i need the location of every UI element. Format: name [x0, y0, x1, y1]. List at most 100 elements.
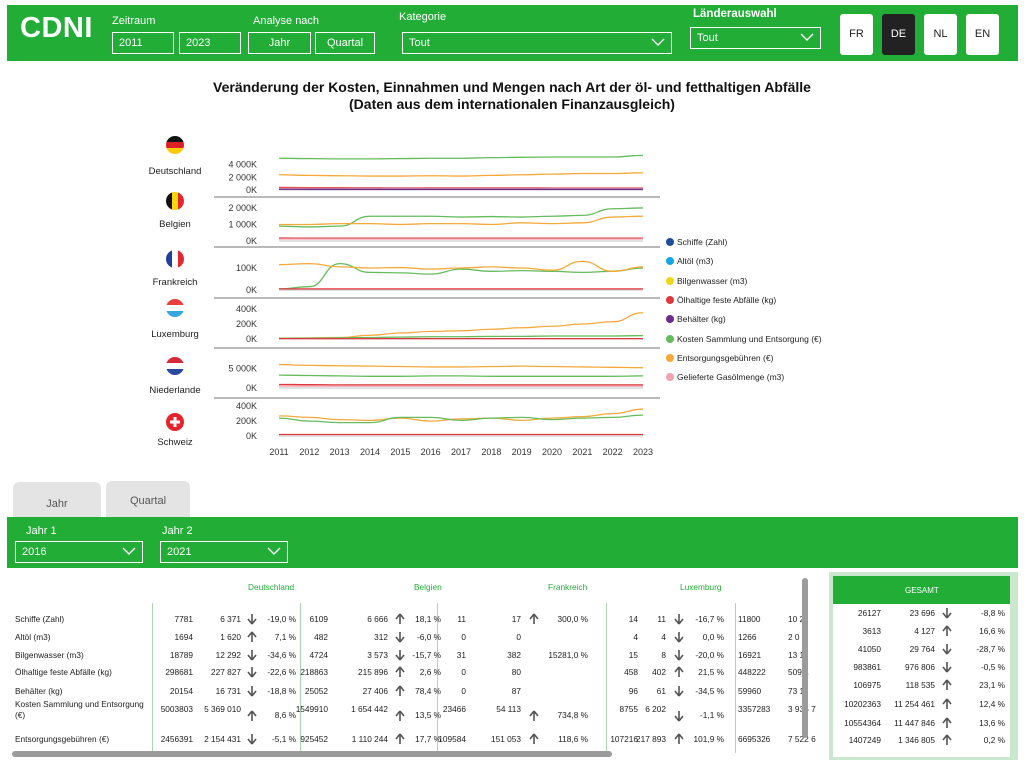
column-divider	[300, 603, 301, 753]
analyse-quartal-button[interactable]: Quartal	[315, 32, 375, 54]
gesamt-year1: 10202363	[844, 699, 881, 709]
arrow-down-icon	[247, 667, 257, 678]
legend-item[interactable]: Behälter (kg)	[666, 314, 726, 324]
legend-item[interactable]: Altöl (m3)	[666, 256, 713, 266]
value-year1: 11800	[738, 614, 761, 624]
jahr1-label: Jahr 1	[26, 525, 57, 537]
legend-dot-icon	[666, 315, 674, 324]
value-year2: 87	[511, 686, 521, 696]
value-year2: 10 2	[788, 614, 805, 624]
y-tick-label: 200K	[236, 416, 257, 426]
value-year1: 25052	[304, 686, 328, 696]
table-vertical-scrollbar[interactable]	[802, 578, 808, 738]
country-column-header: Frankreich	[548, 582, 588, 592]
y-tick-label: 400K	[236, 401, 257, 411]
y-tick-label: 0K	[246, 236, 257, 246]
value-year2: 27 406	[362, 686, 388, 696]
kategorie-dropdown[interactable]: Tout	[402, 32, 672, 54]
y-tick-label: 0K	[246, 431, 257, 441]
gesamt-percent-change: 12,4 %	[979, 699, 1005, 709]
value-year2: 1 620	[220, 632, 241, 642]
x-tick-label: 2020	[542, 447, 562, 457]
percent-change: -34,5 %	[695, 686, 724, 696]
laender-dropdown[interactable]: Tout	[690, 27, 821, 49]
percent-change: 17,7 %	[415, 734, 441, 744]
percent-change: -1,1 %	[700, 710, 724, 720]
chevron-down-icon	[122, 547, 136, 555]
value-year1: 4	[633, 632, 638, 642]
value-year1: 11	[457, 614, 466, 624]
year-from-input[interactable]: 2011	[112, 32, 174, 54]
language-nl-button[interactable]: NL	[924, 14, 957, 55]
legend-item[interactable]: Bilgenwasser (m3)	[666, 276, 747, 286]
column-divider	[437, 603, 438, 753]
x-tick-label: 2017	[451, 447, 471, 457]
value-year1: 2456391	[160, 734, 193, 744]
value-year2: 4	[661, 632, 666, 642]
series-line	[278, 215, 644, 226]
value-year2: 17	[511, 614, 521, 624]
row-label: Schiffe (Zahl)	[15, 614, 65, 624]
percent-change: -34,6 %	[267, 650, 296, 660]
y-tick-label: 2 000K	[228, 172, 257, 182]
percent-change: -18,8 %	[267, 686, 296, 696]
legend-label: Ölhaltige feste Abfälle (kg)	[677, 294, 777, 305]
value-year2: 382	[507, 650, 521, 660]
value-year2: 8	[661, 650, 666, 660]
language-fr-button[interactable]: FR	[840, 14, 873, 55]
belgium-flag-icon	[166, 192, 184, 210]
cdni-logo: CDNI	[20, 12, 93, 44]
jahr1-dropdown[interactable]: 2016	[15, 541, 143, 563]
value-year1: 458	[624, 667, 638, 677]
value-year1: 31	[456, 650, 466, 660]
legend-item[interactable]: Entsorgungsgebühren (€)	[666, 353, 773, 363]
percent-change: 300,0 %	[557, 614, 588, 624]
top-filter-bar: CDNI Zeitraum 2011 2023 Analyse nach Jah…	[7, 5, 1018, 61]
jahr2-dropdown[interactable]: 2021	[160, 541, 288, 563]
column-divider	[152, 603, 153, 753]
y-tick-label: 0K	[246, 185, 257, 195]
row-label: Bilgenwasser (m3)	[15, 650, 84, 660]
value-year1: 218863	[300, 667, 328, 677]
gesamt-year2: 11 447 846	[894, 718, 935, 728]
value-year2: 16 731	[215, 686, 241, 696]
language-en-button[interactable]: EN	[966, 14, 999, 55]
value-year1: 0	[461, 632, 466, 642]
kategorie-value: Tout	[409, 37, 430, 49]
y-tick-label: 0K	[246, 285, 257, 295]
country-name: Luxemburg	[151, 329, 199, 340]
legend-label: Bilgenwasser (m3)	[677, 275, 748, 286]
x-tick-label: 2014	[360, 447, 380, 457]
legend-item[interactable]: Schiffe (Zahl)	[666, 237, 727, 247]
legend-item[interactable]: Kosten Sammlung und Entsorgung (€)	[666, 334, 822, 344]
language-de-button[interactable]: DE	[882, 14, 915, 55]
arrow-up-icon	[674, 666, 684, 677]
arrow-up-icon	[529, 710, 539, 721]
table-horizontal-scrollbar[interactable]	[12, 751, 612, 757]
percent-change: -15,7 %	[412, 650, 441, 660]
value-year1: 3357283	[738, 704, 771, 714]
percent-change: -16,7 %	[695, 614, 724, 624]
tab-jahr[interactable]: Jahr	[13, 482, 101, 520]
arrow-up-icon	[674, 733, 684, 744]
value-year2: 509 1	[788, 667, 809, 677]
year-to-input[interactable]: 2023	[179, 32, 241, 54]
legend-item[interactable]: Gelieferte Gasölmenge (m3)	[666, 372, 784, 382]
tab-quartal[interactable]: Quartal	[106, 481, 190, 519]
value-year2: 6 202	[645, 704, 666, 714]
germany-flag-icon	[166, 136, 184, 154]
analyse-jahr-button[interactable]: Jahr	[248, 32, 311, 54]
value-year1: 5003803	[160, 704, 193, 714]
series-line	[278, 262, 644, 290]
value-year1: 0	[461, 686, 466, 696]
legend-item[interactable]: Ölhaltige feste Abfälle (kg)	[666, 295, 776, 305]
chevron-down-icon	[800, 33, 814, 41]
x-tick-label: 2021	[572, 447, 592, 457]
legend-dot-icon	[666, 276, 674, 285]
value-year2: 6 371	[220, 614, 241, 624]
arrow-up-icon	[395, 710, 405, 721]
arrow-down-icon	[674, 614, 684, 625]
percent-change: 734,8 %	[557, 710, 588, 720]
legend-label: Kosten Sammlung und Entsorgung (€)	[677, 333, 822, 344]
x-tick-label: 2022	[603, 447, 623, 457]
